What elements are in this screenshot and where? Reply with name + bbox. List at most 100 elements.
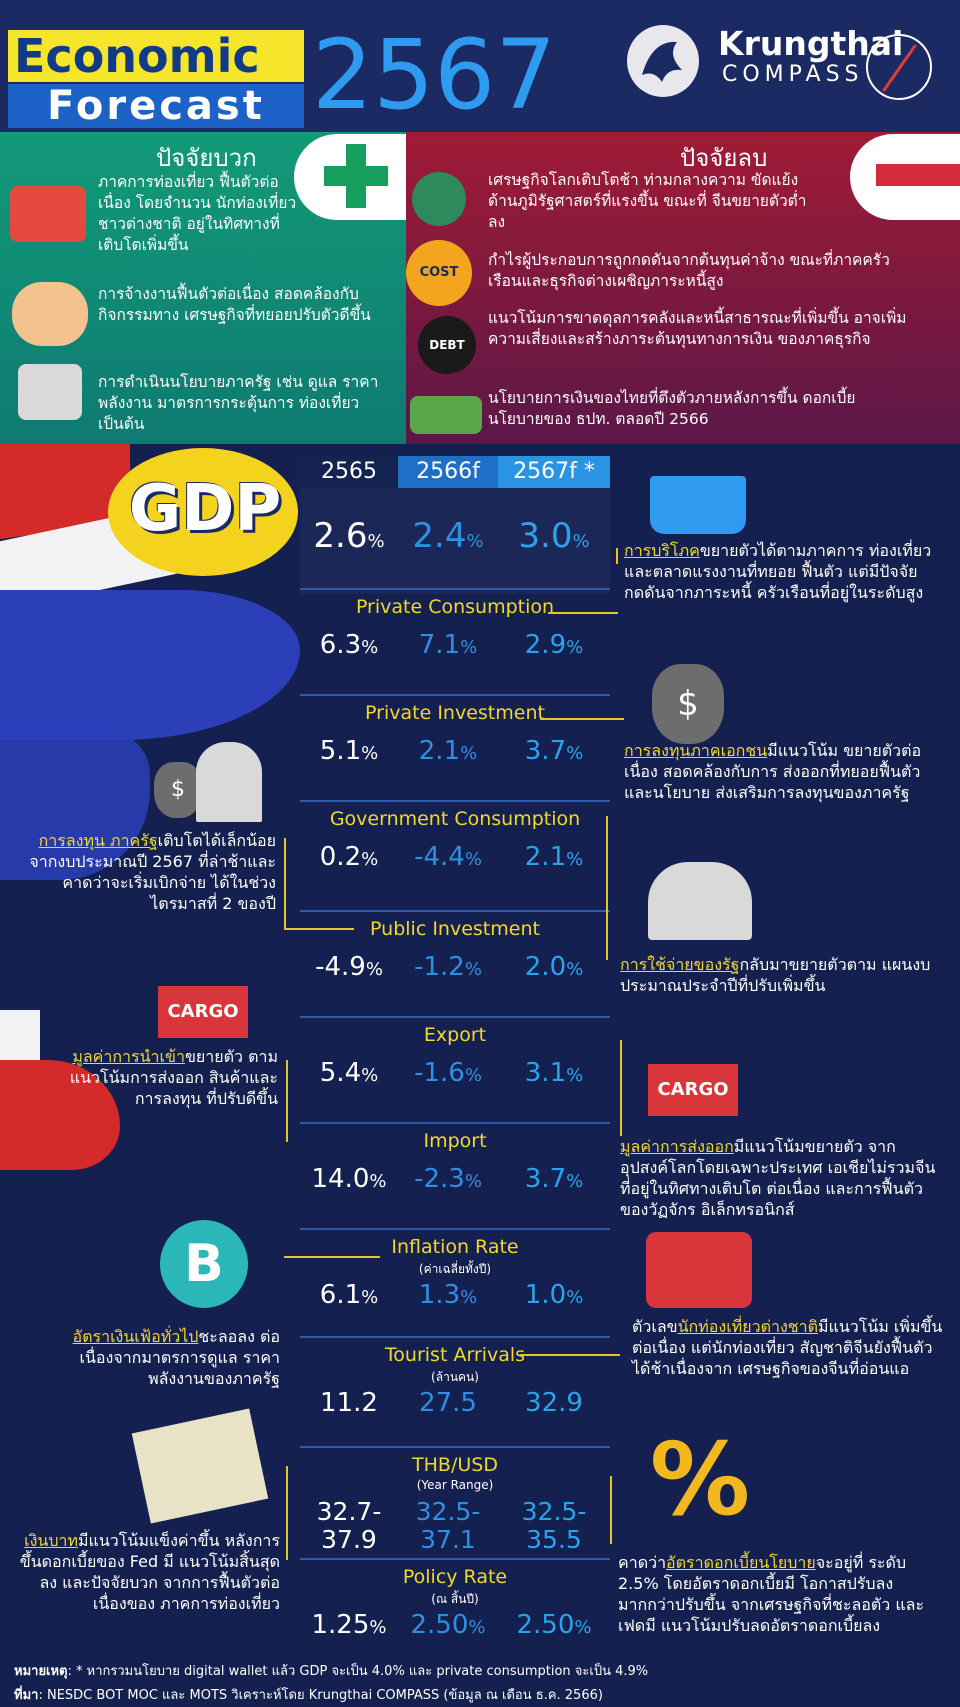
- indicator-sublabel: (ล้านคน): [431, 1370, 479, 1384]
- footer-note: หมายเหตุ: * หากรวมนโยบาย digital wallet …: [14, 1664, 649, 1679]
- indicator-label: Private Investment: [365, 702, 545, 724]
- indicator-value: 32.5- 37.1: [415, 1497, 481, 1554]
- globe-down-icon: [412, 172, 466, 226]
- cargo-container-icon-export: CARGO: [648, 1064, 738, 1116]
- gdp-value-box: [300, 488, 610, 594]
- suitcase-icon-right: [646, 1232, 752, 1308]
- gdp-value-2566: 2.4%: [412, 516, 484, 556]
- indicator-value: 2.1%: [418, 736, 478, 766]
- indicator-value: 5.4%: [319, 1058, 379, 1088]
- year-header-2567f: 2567f *: [498, 456, 610, 488]
- baht-coin-icon: B: [160, 1220, 248, 1308]
- indicator-sublabel: (ณ สิ้นปี): [431, 1592, 479, 1606]
- footer-source: ที่มา: NESDC BOT MOC และ MOTS วิเคราะห์โ…: [14, 1688, 603, 1703]
- indicator-value: -1.2%: [414, 952, 482, 982]
- indicator-label: THB/USD: [412, 1454, 498, 1476]
- connector-line: [616, 548, 618, 564]
- indicator-value: 14.0%: [311, 1164, 387, 1194]
- cash-hand-icon: [410, 396, 482, 434]
- row-divider: [300, 910, 610, 912]
- positive-item-2: การจ้างงานฟื้นตัวต่อเนื่อง สอดคล้องกับกิ…: [98, 285, 371, 324]
- debt-bomb-icon: DEBT: [418, 316, 476, 374]
- indicator-label: Public Investment: [370, 918, 540, 940]
- indicator-value: -1.6%: [414, 1058, 482, 1088]
- indicator-value: 6.1%: [319, 1280, 379, 1310]
- indicator-value: -2.3%: [414, 1164, 482, 1194]
- compass-icon: [866, 34, 932, 100]
- negative-item-1: เศรษฐกิจโลกเติบโตช้า ท่ามกลางความ ขัดแย้…: [488, 171, 807, 231]
- indicator-value: 11.2: [320, 1388, 378, 1418]
- connector-line: [286, 1060, 288, 1142]
- indicator-value: 3.1%: [524, 1058, 584, 1088]
- money-bag-icon-left: $: [154, 762, 202, 818]
- indicator-value: 1.0%: [524, 1280, 584, 1310]
- indicator-value: -4.9%: [315, 952, 383, 982]
- connector-line: [284, 1256, 380, 1258]
- row-divider: [300, 588, 610, 590]
- indicator-label: Export: [423, 1024, 487, 1046]
- indicator-value: 1.3%: [418, 1280, 478, 1310]
- note-export: มูลค่าการส่งออกมีแนวโน้มขยายตัว จากอุปสง…: [620, 1137, 936, 1219]
- negative-item-3: แนวโน้มการขาดดุลการคลังและหนี้สาธารณะที่…: [488, 309, 907, 348]
- money-bag-icon: $: [652, 664, 724, 744]
- note-policy-rate: คาดว่าอัตราดอกเบี้ยนโยบายจะอยู่ที่ ระดับ…: [618, 1553, 925, 1635]
- row-divider: [300, 1336, 610, 1338]
- connector-line: [606, 816, 608, 960]
- negative-item-4: นโยบายการเงินของไทยที่ตึงตัวภายหลังการขึ…: [488, 389, 856, 428]
- indicator-value: 2.9%: [524, 630, 584, 660]
- connector-line: [610, 1476, 612, 1544]
- krungthai-logo-icon: [627, 25, 699, 97]
- percent-icon: %: [649, 1421, 751, 1538]
- government-building-icon: [18, 364, 82, 420]
- positive-item-3: การดำเนินนโยบายภาครัฐ เช่น ดูแล ราคาพลัง…: [98, 373, 379, 433]
- note-public-investment: การลงทุน ภาครัฐเติบโตได้เล็กน้อย จากงบปร…: [29, 831, 276, 913]
- connector-line: [540, 718, 624, 720]
- plus-icon-bar: [324, 166, 388, 186]
- government-basket-icon: [648, 862, 752, 940]
- positive-title: ปัจจัยบวก: [156, 144, 257, 172]
- minus-icon: [876, 164, 960, 186]
- gdp-value-2565: 2.6%: [313, 516, 385, 556]
- indicator-label: Private Consumption: [355, 596, 555, 618]
- gdp-value-2567: 3.0%: [518, 516, 590, 556]
- connector-line: [548, 612, 618, 614]
- note-tourist: ตัวเลขนักท่องเที่ยวต่างชาติมีแนวโน้ม เพิ…: [632, 1317, 943, 1378]
- indicator-value: 5.1%: [319, 736, 379, 766]
- connector-line: [284, 928, 354, 930]
- gdp-label: GDP: [128, 472, 282, 546]
- indicator-value: 1.25%: [311, 1610, 387, 1640]
- suitcase-icon: [10, 186, 86, 242]
- row-divider: [300, 1446, 610, 1448]
- row-divider: [300, 1122, 610, 1124]
- indicator-value: 3.7%: [524, 1164, 584, 1194]
- indicator-value: -4.4%: [414, 842, 482, 872]
- indicator-value: 32.7- 37.9: [316, 1497, 382, 1554]
- indicator-value: 27.5: [419, 1388, 477, 1418]
- row-divider: [300, 1016, 610, 1018]
- title-line1: Economic: [8, 30, 304, 82]
- shopping-basket-icon: [650, 476, 746, 534]
- cost-gauge-icon: COST: [406, 240, 472, 306]
- note-baht: เงินบาทมีแนวโน้มแข็งค่าขึ้น หลังการขึ้นด…: [19, 1531, 280, 1613]
- year-header-2565: 2565: [300, 456, 398, 488]
- indicator-label: Tourist Arrivals: [384, 1344, 526, 1366]
- indicator-sublabel: (ค่าเฉลี่ยทั้งปี): [418, 1262, 492, 1276]
- indicator-label: Government Consumption: [329, 808, 581, 830]
- indicator-value: 7.1%: [418, 630, 478, 660]
- row-divider: [300, 694, 610, 696]
- row-divider: [300, 1228, 610, 1230]
- negative-item-2: กำไรผู้ประกอบการถูกกดดันจากต้นทุนค่าจ้าง…: [488, 251, 890, 290]
- government-building-icon-left: [196, 742, 262, 822]
- indicator-sublabel: (Year Range): [416, 1478, 494, 1492]
- indicator-value: 32.9: [525, 1388, 583, 1418]
- indicator-value: 32.5- 35.5: [521, 1497, 587, 1554]
- gdp-bubble: [108, 448, 298, 576]
- connector-line: [620, 1040, 622, 1136]
- indicator-label: Policy Rate: [402, 1566, 508, 1588]
- indicator-value: 2.0%: [524, 952, 584, 982]
- connector-line: [520, 1354, 620, 1356]
- workers-icon: [12, 282, 88, 346]
- title-year: 2567: [312, 19, 557, 131]
- note-consumption: การบริโภคขยายตัวได้ตามภาคการ ท่องเที่ยวแ…: [624, 541, 932, 602]
- row-divider: [300, 1558, 610, 1560]
